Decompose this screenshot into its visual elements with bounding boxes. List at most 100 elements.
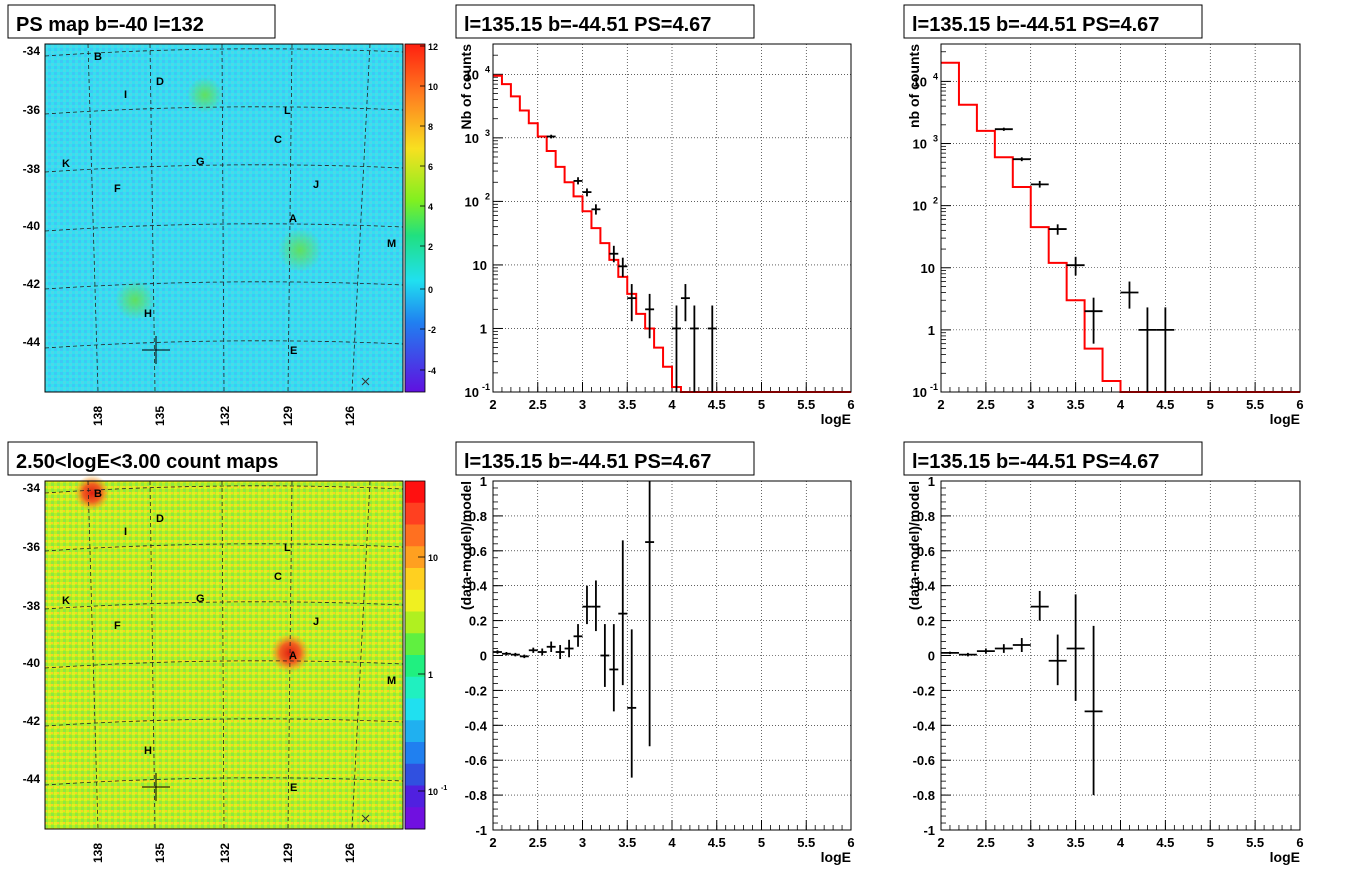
data-point (573, 624, 583, 647)
graticule-lon (149, 480, 156, 830)
map-lon-tick: 129 (281, 406, 295, 426)
source-label-D: D (156, 513, 164, 525)
colorbar-band (405, 546, 425, 569)
graticule-lat (44, 543, 404, 552)
map-lat-tick: -42 (23, 714, 41, 728)
x-tick-label: 6 (1296, 835, 1303, 850)
data-point (519, 654, 529, 659)
graticule-lat (44, 106, 404, 115)
x-tick-label: 3 (579, 835, 586, 850)
colorbar-band (405, 655, 425, 678)
y-tick-label: -0.2 (913, 683, 935, 698)
x-tick-label: 5 (758, 397, 765, 412)
source-label-G: G (196, 593, 205, 605)
graticule-lat (44, 164, 404, 173)
chart-title-box (903, 4, 1203, 39)
graticule-lon (221, 43, 225, 393)
graticule-lat (44, 223, 404, 232)
source-label-I: I (124, 89, 127, 101)
map-title: 2.50<logE<3.00 count maps (16, 451, 278, 473)
source-label-D: D (156, 76, 164, 88)
map-title-box (7, 441, 318, 476)
y-tick-label: 1 (928, 323, 935, 338)
source-label-B: B (94, 51, 102, 63)
y-tick-label: -0.2 (465, 683, 487, 698)
y-axis-label: Nb of counts (458, 44, 474, 130)
colorbar-label: 12 (428, 42, 438, 52)
data-point (591, 204, 601, 215)
source-label-F: F (114, 620, 121, 632)
map-lat-tick: -40 (23, 219, 41, 233)
map-lon-tick: 135 (153, 843, 167, 863)
data-point (618, 257, 628, 277)
x-tick-label: 3.5 (1067, 835, 1085, 850)
source-label-L: L (284, 105, 291, 117)
x-tick-label: 3.5 (618, 397, 636, 412)
y-tick-label: 0.6 (917, 544, 935, 559)
x-tick-label: 2.5 (529, 835, 547, 850)
y-tick-exp: 3 (485, 128, 490, 138)
y-tick-exp: 4 (933, 71, 938, 81)
x-tick-label: 6 (847, 397, 854, 412)
map-lat-tick: -38 (23, 599, 41, 613)
map-lon-tick: 132 (218, 406, 232, 426)
y-tick-label: 0 (480, 649, 487, 664)
x-tick-label: 6 (1296, 397, 1303, 412)
x-axis-label: logE (821, 411, 851, 427)
y-tick-label: 0.6 (469, 544, 487, 559)
x-tick-label: 4.5 (708, 397, 726, 412)
map-lon-tick: 132 (218, 843, 232, 863)
data-point (1066, 256, 1085, 276)
chart-title-box (903, 441, 1203, 476)
source-label-E: E (290, 782, 297, 794)
y-tick-label: 0.8 (917, 509, 935, 524)
graticule-lat (44, 281, 404, 290)
x-tick-label: 3 (579, 397, 586, 412)
colorbar-band (405, 611, 425, 634)
graticule-lat (44, 601, 404, 610)
y-tick-label: 10 (913, 385, 927, 400)
y-tick-label: 10 (913, 74, 927, 89)
colorbar-label: 8 (428, 122, 433, 132)
y-tick-label: 10 (465, 385, 479, 400)
x-tick-label: 3.5 (618, 835, 636, 850)
map-lat-tick: -34 (23, 44, 41, 58)
chart-title-box (455, 4, 755, 39)
data-point (1030, 590, 1049, 621)
x-tick-label: 6 (847, 835, 854, 850)
graticule-lat (44, 485, 404, 494)
colorbar-band (405, 568, 425, 591)
colorbar-band (405, 524, 425, 547)
data-point (501, 652, 511, 656)
y-tick-label: -0.6 (465, 753, 487, 768)
chart-panel-3: 2 2.5 3 3.5 4 4.5 5 5.5 6 -1 -0.8 -0.6 -0.4 -0.2 0 0.2 0… (455, 441, 855, 865)
map-lat-tick: -34 (23, 481, 41, 495)
data-point (582, 188, 592, 197)
plot-frame (940, 480, 1301, 831)
chart-title: l=135.15 b=-44.51 PS=4.67 (912, 14, 1159, 36)
map-lat-tick: -42 (23, 277, 41, 291)
y-axis-label: (data-model)/model (906, 481, 922, 610)
data-point (573, 177, 583, 185)
data-point (546, 641, 556, 653)
x-tick-label: 4.5 (1156, 835, 1174, 850)
map-frame (44, 43, 404, 393)
x-tick-label: 2.5 (977, 835, 995, 850)
data-point (994, 644, 1013, 653)
data-point (645, 293, 655, 339)
colorbar-band (405, 698, 425, 721)
source-label-I: I (124, 526, 127, 538)
graticule-lon (87, 43, 99, 393)
data-point (609, 245, 619, 263)
x-tick-label: 3.5 (1067, 397, 1085, 412)
source-label-G: G (196, 156, 205, 168)
map-lon-tick: 126 (343, 406, 357, 426)
colorbar-label-exp: -1 (441, 785, 447, 792)
y-tick-label: 10 (465, 194, 479, 209)
data-point (672, 305, 681, 392)
graticule-lat (44, 340, 404, 349)
x-tick-label: 2 (489, 835, 496, 850)
source-label-E: E (290, 345, 297, 357)
